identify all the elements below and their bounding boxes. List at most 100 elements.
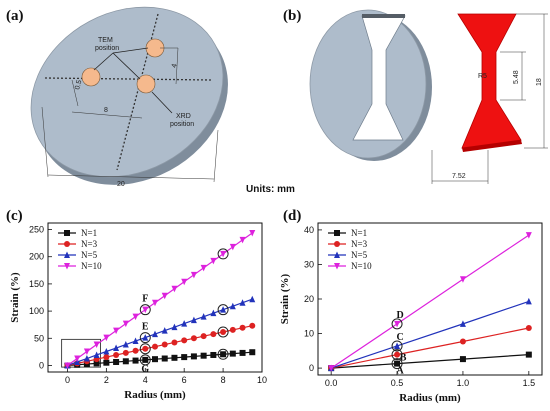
data-point-0 bbox=[152, 356, 158, 363]
data-point-2 bbox=[229, 302, 236, 310]
y-axis-title: Strain (%) bbox=[279, 273, 291, 324]
x-tick-label: 0.5 bbox=[391, 378, 404, 388]
circled-point bbox=[139, 343, 151, 355]
y-tick-label: 20 bbox=[304, 294, 314, 304]
circled-point bbox=[217, 304, 229, 316]
data-point-0 bbox=[459, 356, 466, 363]
dim-r: R5 bbox=[478, 73, 487, 80]
point-annotation: G bbox=[141, 364, 149, 375]
data-point-3 bbox=[190, 271, 197, 279]
data-point-3 bbox=[525, 232, 532, 239]
data-point-3 bbox=[142, 306, 149, 314]
series-line-0 bbox=[331, 354, 529, 369]
legend-entry: N=3 bbox=[351, 239, 368, 249]
data-point-3 bbox=[83, 348, 90, 355]
data-point-0 bbox=[220, 351, 227, 358]
data-point-1 bbox=[181, 337, 188, 344]
data-point-1 bbox=[161, 341, 168, 348]
data-point-3 bbox=[74, 355, 81, 363]
dim-20-right bbox=[213, 129, 219, 183]
legend-entry: N=10 bbox=[351, 261, 372, 271]
data-point-1 bbox=[103, 354, 110, 361]
red-specimen-side bbox=[462, 140, 522, 152]
plot-frame bbox=[47, 222, 263, 373]
x-tick-label: 8 bbox=[221, 375, 226, 385]
x-tick-label: 1.5 bbox=[523, 378, 536, 388]
y-tick-label: 10 bbox=[304, 329, 314, 339]
circled-point bbox=[139, 304, 151, 316]
y-tick-label: 200 bbox=[29, 252, 44, 262]
data-point-2 bbox=[200, 313, 207, 320]
cutout-wall-top bbox=[362, 14, 405, 18]
tem-arrow-1 bbox=[112, 47, 149, 54]
circled-point bbox=[391, 318, 403, 330]
data-point-1 bbox=[132, 347, 139, 354]
tem-label: TEM bbox=[98, 37, 113, 44]
legend-entry: N=10 bbox=[81, 261, 102, 271]
circled-point bbox=[391, 340, 403, 352]
tem-arrow-2 bbox=[93, 52, 114, 71]
tem-label-2: position bbox=[95, 45, 119, 52]
units-label: Units: mm bbox=[246, 184, 295, 195]
data-point-2 bbox=[103, 347, 110, 355]
legend-marker bbox=[334, 230, 340, 236]
data-point-2 bbox=[161, 327, 168, 334]
data-point-0 bbox=[210, 351, 217, 358]
series-line-1 bbox=[331, 327, 529, 369]
data-point-1 bbox=[525, 325, 532, 332]
data-point-0 bbox=[200, 352, 207, 359]
data-point-3 bbox=[459, 276, 466, 283]
data-point-0 bbox=[239, 349, 246, 356]
dim-20-left bbox=[41, 106, 49, 178]
data-point-3 bbox=[103, 334, 110, 342]
y-tick-label: 0 bbox=[39, 360, 44, 370]
data-point-2 bbox=[132, 337, 139, 345]
y-tick-label: 30 bbox=[304, 259, 314, 269]
data-point-2 bbox=[210, 309, 217, 317]
circled-point bbox=[391, 349, 403, 361]
data-point-1 bbox=[210, 331, 217, 338]
data-point-1 bbox=[229, 326, 236, 333]
circled-point bbox=[217, 326, 229, 338]
panel-d-label: (d) bbox=[283, 208, 301, 224]
disk-a-top bbox=[30, 6, 224, 178]
panel-c-label: (c) bbox=[6, 208, 23, 224]
data-point-0 bbox=[229, 350, 236, 357]
red-specimen bbox=[457, 13, 522, 149]
dim-4-line-b bbox=[175, 47, 179, 85]
disk-b-top bbox=[309, 9, 427, 159]
xrd-arrow bbox=[151, 91, 173, 114]
data-point-2 bbox=[171, 323, 178, 331]
data-point-0 bbox=[132, 357, 139, 364]
legend-marker bbox=[64, 263, 70, 270]
y-tick-label: 150 bbox=[29, 279, 44, 289]
data-point-0 bbox=[93, 360, 100, 367]
y-tick-label: 40 bbox=[304, 225, 314, 235]
series-line-3 bbox=[330, 234, 530, 369]
data-point-3 bbox=[210, 257, 217, 265]
data-point-3 bbox=[229, 243, 236, 251]
chart-d: 0.0 0.5 1.0 1.5 0 10 20 30 40 Radius (mm) Strain (… bbox=[279, 222, 543, 404]
data-point-3 bbox=[161, 292, 168, 300]
x-axis-title: Radius (mm) bbox=[399, 392, 461, 404]
dim-8: 8 bbox=[104, 107, 108, 114]
x-tick-label: 0.0 bbox=[325, 378, 338, 388]
data-point-2 bbox=[152, 330, 158, 338]
legend-entry: N=5 bbox=[351, 250, 368, 260]
dim-05: 0.5 bbox=[74, 79, 83, 90]
data-point-1 bbox=[200, 333, 207, 340]
data-point-1 bbox=[220, 328, 227, 335]
data-point-0 bbox=[122, 358, 129, 365]
data-point-1 bbox=[249, 322, 256, 329]
circled-point bbox=[139, 354, 151, 366]
data-point-3 bbox=[249, 229, 256, 237]
point-annotation: A bbox=[396, 366, 404, 377]
data-point-2 bbox=[113, 344, 120, 352]
data-point-1 bbox=[190, 335, 197, 342]
data-point-2 bbox=[394, 342, 401, 349]
legend-marker bbox=[64, 251, 70, 258]
data-point-3 bbox=[171, 285, 178, 293]
dim-752: 7.52 bbox=[452, 173, 466, 180]
data-point-2 bbox=[93, 351, 100, 358]
